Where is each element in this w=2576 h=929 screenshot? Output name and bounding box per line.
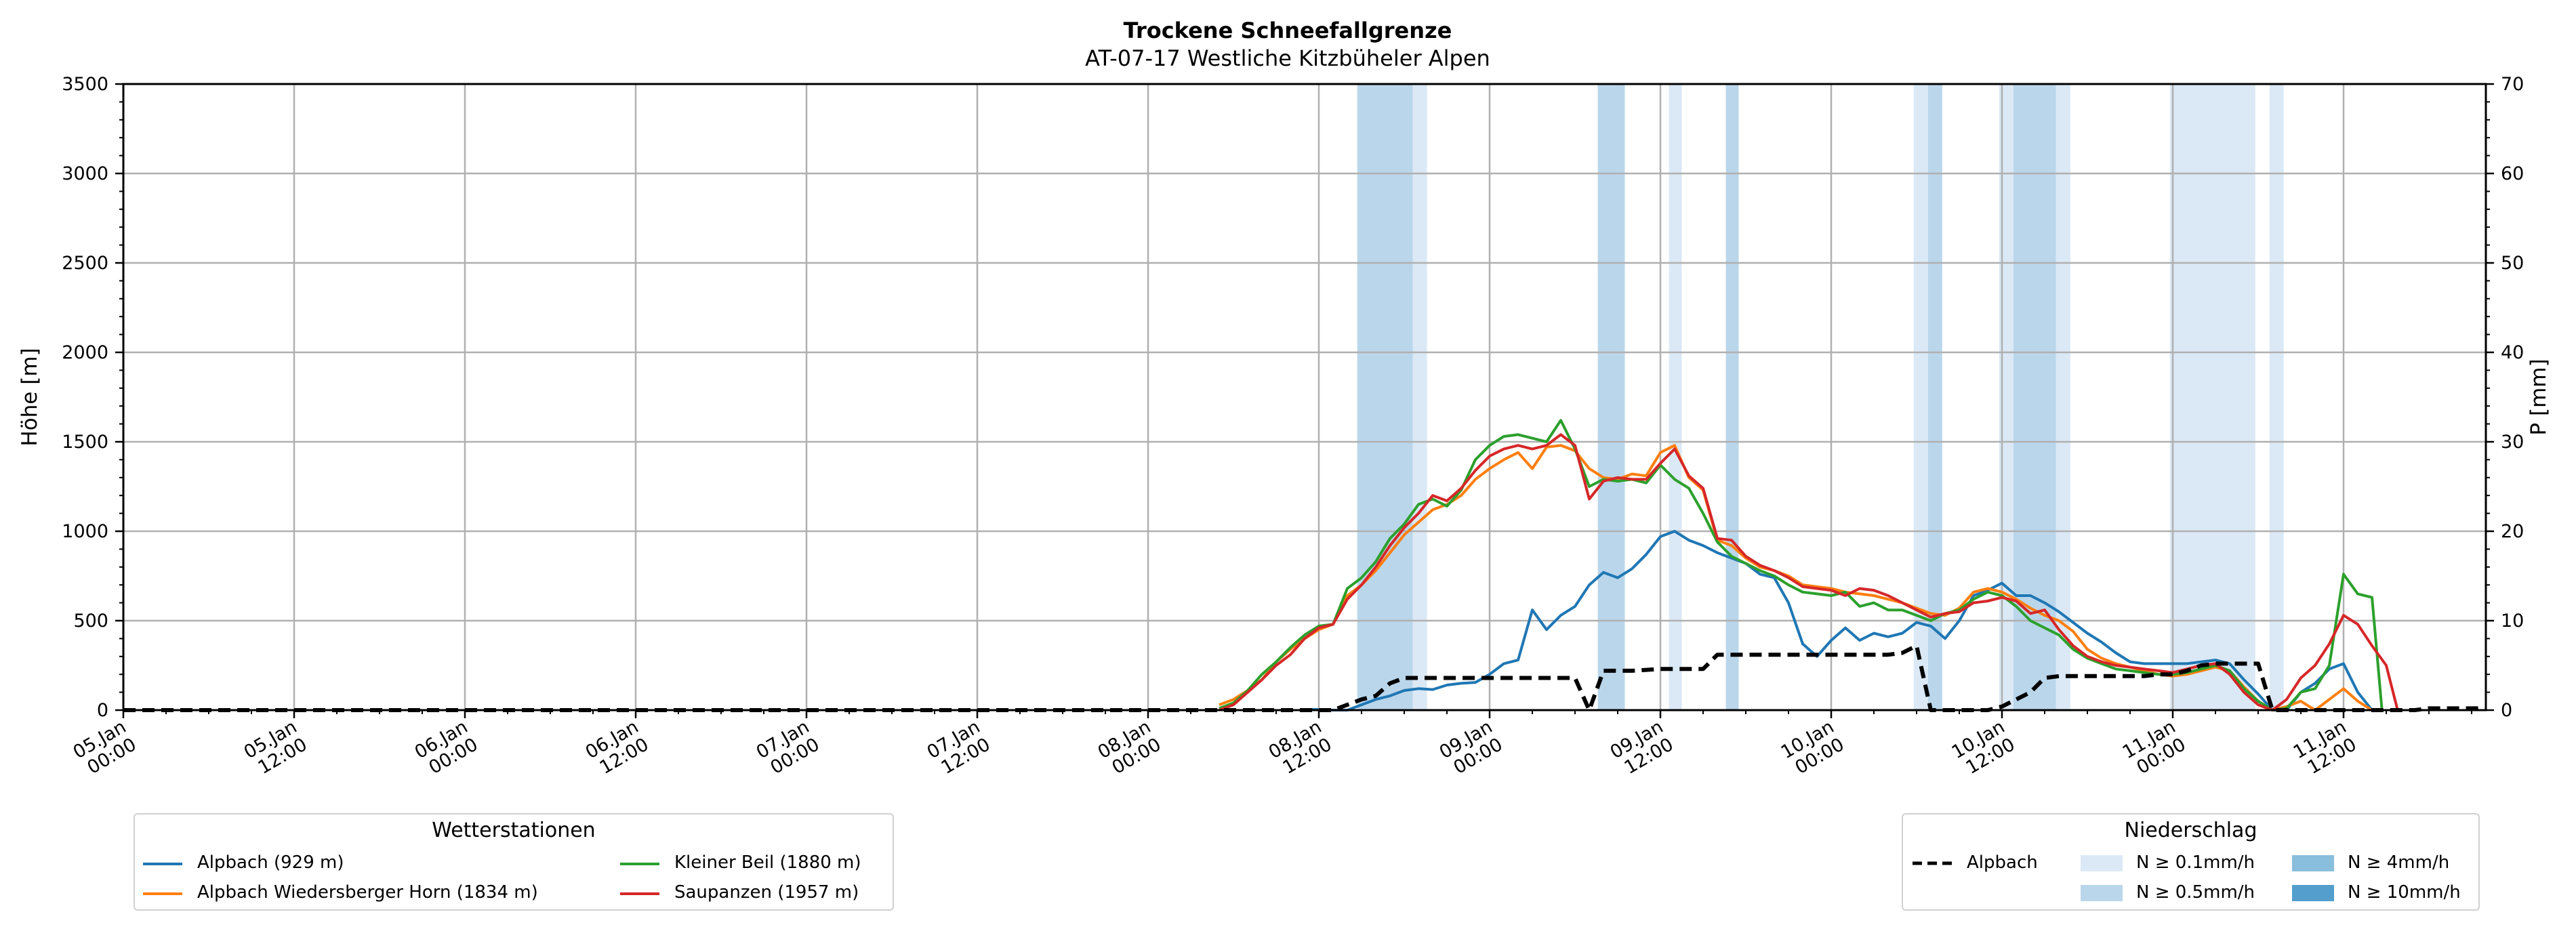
y-tick-label-2: 1000 [62,521,108,542]
legend-swatch-level-4 [2292,855,2334,871]
x-tick-label-8: 09.Jan00:00 [1436,716,1507,781]
y2-tick-label-1: 10 [2501,611,2524,632]
precip-band-6 [1927,84,1942,710]
legend-swatch-alpbach [143,863,182,865]
legend-swatch-wiedersberger-horn [143,892,182,895]
series-line-1 [1219,444,2373,711]
precip-band-3 [1669,84,1682,710]
legend-stations: Wetterstationen Alpbach (929 m) Alpbach … [134,813,894,911]
precip-band-11 [2269,84,2284,710]
series-lines [123,419,2486,712]
legend-precipitation: Niederschlag Alpbach N ≥ 0.1mm/h N ≥ 0.5… [1902,813,2480,911]
y2-axis-label: P [mm] [2527,358,2551,435]
legend-item-level-10: N ≥ 10mm/h [2348,882,2461,903]
chart-title: Trockene Schneefallgrenze [1124,18,1452,43]
legend-item-kleiner-beil: Kleiner Beil (1880 m) [674,852,861,873]
y2-tick-label-2: 20 [2501,521,2524,542]
y2-tick-label-6: 60 [2501,163,2524,184]
legend-swatch-kleiner-beil [620,863,659,865]
x-tick-label-0: 05.Jan00:00 [70,716,140,781]
x-tick-label-10: 10.Jan00:00 [1778,716,1848,781]
precip-band-4 [1725,84,1739,710]
x-tick-label-13: 11.Jan12:00 [2290,716,2360,781]
y-tick-label-0: 0 [97,700,108,721]
series-line-0 [1311,530,2373,711]
x-tick-label-12: 11.Jan00:00 [2119,716,2190,781]
x-tick-label-5: 07.Jan12:00 [924,716,994,781]
legend-stations-title: Wetterstationen [432,819,596,842]
grid-lines [122,83,2486,711]
plot-frame [122,83,2487,711]
precipitation-bands [1357,84,2284,710]
legend-swatch-level-10 [2292,885,2334,901]
y-tick-label-6: 3000 [62,163,108,184]
chart-subtitle: AT-07-17 Westliche Kitzbüheler Alpen [1085,45,1490,71]
precip-band-1 [1412,84,1427,710]
y2-tick-label-5: 50 [2501,253,2524,274]
y-tick-label-5: 2500 [62,253,108,274]
legend-swatch-saupanzen [620,892,659,895]
y-axis-label: Höhe [m] [18,348,42,446]
x-tick-label-7: 08.Jan12:00 [1265,716,1336,781]
y-tick-label-3: 1500 [62,432,108,453]
precip-band-5 [1913,84,1928,710]
x-tick-label-9: 09.Jan12:00 [1607,716,1677,781]
y2-tick-label-0: 0 [2501,700,2512,721]
x-tick-label-11: 10.Jan12:00 [1948,716,2019,781]
series-line-4 [123,644,2486,712]
legend-item-wiedersberger-horn: Alpbach Wiedersberger Horn (1834 m) [197,882,538,903]
legend-item-level-05: N ≥ 0.5mm/h [2136,882,2255,903]
legend-item-level-01: N ≥ 0.1mm/h [2136,852,2255,873]
precip-band-0 [1357,84,1413,710]
y2-tick-label-7: 70 [2501,74,2524,95]
legend-item-alpbach-precip: Alpbach [1967,852,2038,873]
legend-precipitation-title: Niederschlag [2124,819,2257,842]
y-tick-label-1: 500 [73,611,108,632]
legend-item-alpbach: Alpbach (929 m) [197,852,344,873]
legend-item-level-4: N ≥ 4mm/h [2348,852,2450,873]
precip-band-9 [2056,84,2070,710]
y2-tick-label-3: 30 [2501,432,2524,453]
precip-band-2 [1597,84,1625,710]
y2-tick-label-4: 40 [2501,342,2524,363]
legend-item-saupanzen: Saupanzen (1957 m) [674,882,859,903]
y-tick-label-7: 3500 [62,74,108,95]
series-line-2 [1219,419,2384,711]
x-tick-label-1: 05.Jan12:00 [241,716,311,781]
y-tick-label-4: 2000 [62,342,108,363]
legend-swatch-level-01 [2081,855,2123,871]
x-tick-label-4: 07.Jan00:00 [753,716,823,781]
legend-swatch-level-05 [2081,885,2123,901]
x-tick-label-2: 06.Jan00:00 [411,716,482,781]
x-tick-label-6: 08.Jan00:00 [1095,716,1165,781]
precip-band-10 [2169,84,2255,710]
legend-swatch-alpbach-dashed [1913,861,1952,865]
x-tick-label-3: 06.Jan12:00 [582,716,653,781]
